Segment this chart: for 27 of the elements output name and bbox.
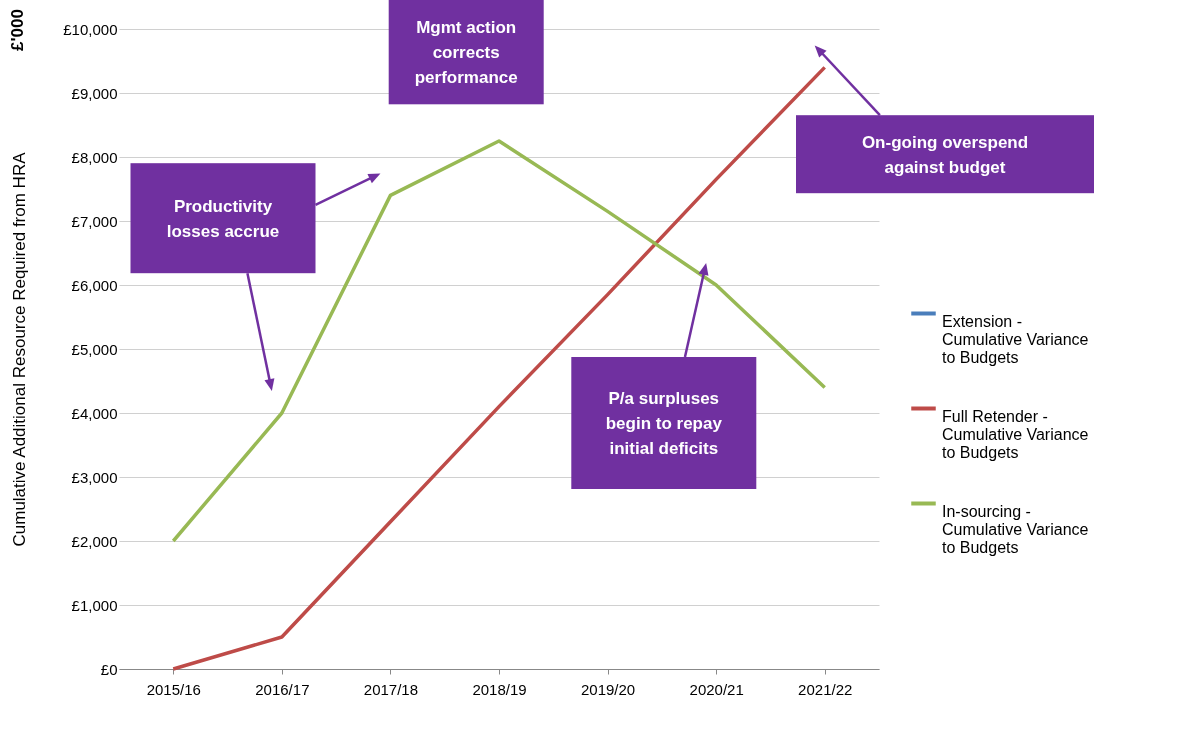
annotation: Productivity losses accrue (166, 196, 280, 241)
text: £'000 (8, 9, 27, 51)
annotation: On-going overspend against budget (861, 132, 1029, 177)
y-tick-label: £8,000 (71, 148, 118, 166)
y-tick-label: £4,000 (71, 404, 118, 422)
legend-label: In-sourcing - Cumulative Variance to Budgets (942, 502, 1089, 556)
annotation: Mgmt action corrects performance (414, 17, 518, 87)
x-tick-label: 2021/22 (798, 680, 853, 698)
y-tick-label: £10,000 (63, 20, 118, 38)
y-tick-label: £0 (100, 660, 118, 678)
y-tick-label: £1,000 (71, 596, 118, 614)
y-tick-label: £3,000 (71, 468, 118, 486)
legend-label: Full Retender - Cumulative Variance to Budgets (942, 407, 1089, 461)
x-tick-label: 2018/19 (472, 680, 527, 698)
legend-label: Extension - Cumulative Variance to Budgets (942, 312, 1089, 366)
y-tick-label: £7,000 (71, 212, 118, 230)
x-tick-label: 2017/18 (363, 680, 419, 698)
y-tick-label: £6,000 (71, 276, 118, 294)
x-tick-label: 2019/20 (580, 680, 636, 698)
y-tick-label: £2,000 (71, 532, 118, 550)
y-tick-label: £9,000 (71, 84, 118, 102)
x-tick-label: 2015/16 (146, 680, 201, 698)
annotation: P/a surpluses begin to repay initial deficits (605, 389, 723, 458)
x-tick-label: 2016/17 (255, 680, 310, 698)
x-tick-label: 2020/21 (689, 680, 744, 698)
y-axis-title: Cumulative Additional Resource Required from HRA (10, 151, 30, 547)
y-tick-label: £5,000 (71, 340, 118, 358)
